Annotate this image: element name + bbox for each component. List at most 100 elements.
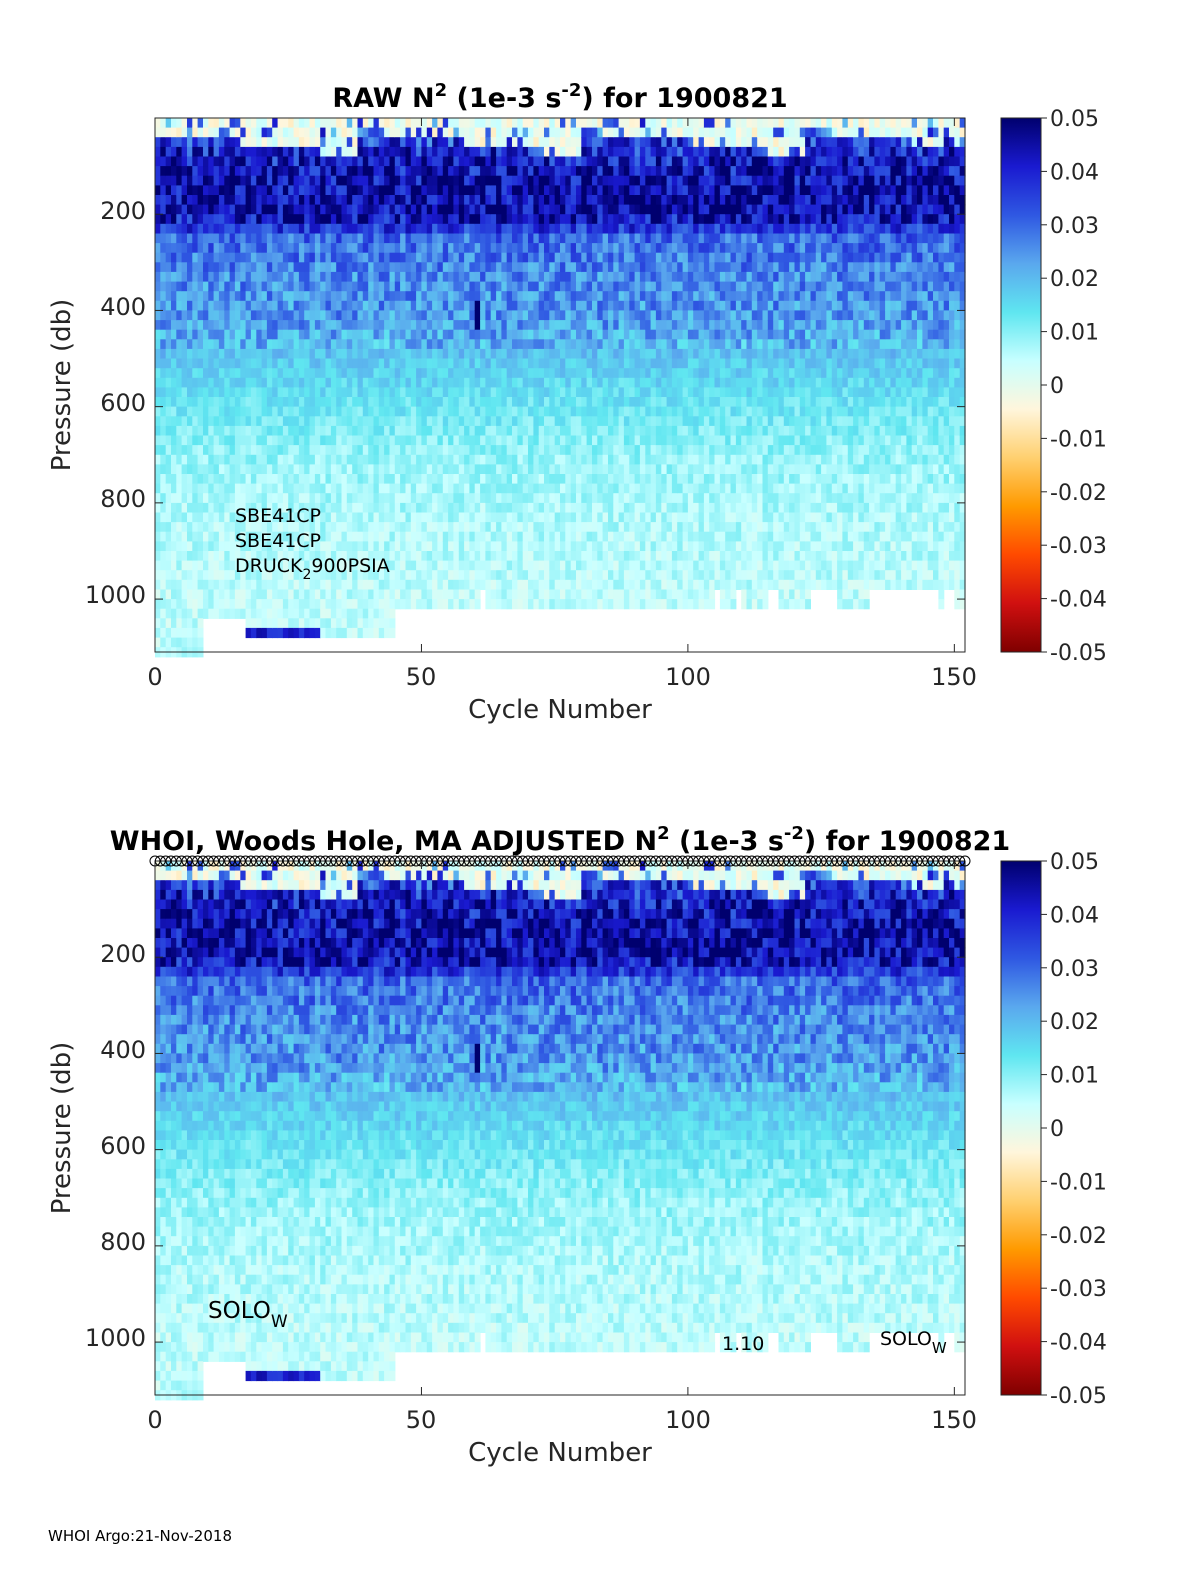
heatmap-cell: [187, 358, 193, 369]
heatmap-cell: [581, 118, 588, 129]
heatmap-cell: [522, 204, 529, 215]
heatmap-cell: [528, 348, 534, 360]
heatmap-cell: [171, 320, 177, 331]
heatmap-cell: [426, 195, 433, 206]
heatmap-cell: [560, 599, 566, 610]
heatmap-cell: [528, 320, 534, 331]
heatmap-cell: [298, 551, 305, 562]
heatmap-cell: [389, 271, 396, 283]
heatmap-cell: [245, 310, 252, 321]
heatmap-cell: [458, 512, 465, 523]
heatmap-cell: [576, 570, 582, 581]
heatmap-cell: [155, 599, 161, 610]
heatmap-cell: [448, 551, 454, 562]
heatmap-cell: [538, 185, 545, 196]
heatmap-cell: [155, 560, 161, 571]
heatmap-cell: [501, 118, 508, 129]
heatmap-cell: [224, 541, 231, 552]
heatmap-cell: [240, 589, 247, 600]
heatmap-cell: [384, 416, 390, 427]
heatmap-cell: [282, 127, 289, 138]
heatmap-cell: [288, 291, 295, 302]
heatmap-cell: [549, 474, 556, 485]
heatmap-cell: [655, 502, 662, 514]
heatmap-cell: [453, 570, 460, 581]
heatmap-cell: [352, 589, 359, 600]
heatmap-cell: [602, 599, 609, 610]
heatmap-cell: [224, 271, 231, 283]
heatmap-cell: [165, 416, 172, 427]
heatmap-cell: [330, 348, 337, 360]
heatmap-cell: [357, 262, 364, 273]
heatmap-cell: [533, 464, 540, 475]
heatmap-cell: [639, 214, 646, 225]
heatmap-cell: [197, 195, 204, 206]
heatmap-cell: [645, 281, 652, 292]
heatmap-cell: [581, 243, 588, 254]
heatmap-cell: [330, 502, 337, 514]
heatmap-cell: [410, 146, 417, 158]
heatmap-cell: [304, 599, 311, 610]
heatmap-cell: [261, 397, 268, 408]
heatmap-cell: [213, 358, 220, 369]
heatmap-cell: [554, 271, 561, 283]
heatmap-cell: [639, 291, 646, 302]
heatmap-cell: [373, 243, 380, 254]
heatmap-cell: [634, 464, 641, 475]
heatmap-cell: [586, 579, 593, 590]
heatmap-cell: [378, 397, 385, 408]
heatmap-cell: [496, 570, 502, 581]
heatmap-cell: [176, 435, 183, 446]
heatmap-cell: [187, 223, 193, 234]
heatmap-cell: [256, 233, 263, 244]
heatmap-cell: [229, 368, 236, 379]
heatmap-cell: [570, 223, 577, 234]
heatmap-cell: [240, 541, 247, 552]
heatmap-cell: [155, 127, 161, 138]
heatmap-cell: [394, 406, 401, 417]
heatmap-cell: [410, 127, 417, 138]
heatmap-cell: [602, 397, 609, 408]
heatmap-cell: [426, 551, 433, 562]
heatmap-cell: [618, 195, 625, 206]
heatmap-cell: [336, 223, 343, 234]
heatmap-cell: [464, 195, 470, 206]
heatmap-cell: [171, 291, 177, 302]
heatmap-cell: [165, 435, 172, 446]
heatmap-cell: [261, 195, 268, 206]
heatmap-cell: [234, 474, 241, 485]
heatmap-cell: [362, 522, 369, 533]
heatmap-cell: [277, 291, 284, 302]
heatmap-cell: [480, 560, 486, 571]
heatmap-cell: [485, 166, 492, 177]
heatmap-cell: [544, 339, 550, 350]
heatmap-cell: [410, 310, 417, 321]
heatmap-cell: [187, 368, 193, 379]
heatmap-cell: [304, 175, 311, 186]
heatmap-cell: [576, 204, 582, 215]
heatmap-cell: [592, 579, 598, 590]
heatmap-cell: [203, 223, 209, 234]
heatmap-cell: [602, 416, 609, 427]
heatmap-cell: [608, 348, 614, 360]
heatmap-cell: [432, 541, 438, 552]
heatmap-cell: [480, 127, 486, 138]
heatmap-cell: [389, 589, 396, 600]
heatmap-cell: [330, 310, 337, 321]
heatmap-cell: [501, 397, 508, 408]
heatmap-cell: [655, 377, 662, 388]
heatmap-cell: [544, 223, 550, 234]
heatmap-cell: [325, 377, 332, 388]
heatmap-cell: [474, 425, 481, 437]
heatmap-cell: [261, 137, 268, 148]
heatmap-cell: [341, 271, 348, 283]
heatmap-cell: [522, 425, 529, 437]
heatmap-cell: [218, 531, 225, 542]
heatmap-cell: [165, 493, 172, 504]
heatmap-cell: [405, 474, 412, 485]
heatmap-cell: [320, 185, 327, 196]
heatmap-cell: [597, 541, 604, 552]
heatmap-cell: [629, 541, 636, 552]
heatmap-cell: [496, 204, 502, 215]
heatmap-cell: [187, 146, 193, 158]
